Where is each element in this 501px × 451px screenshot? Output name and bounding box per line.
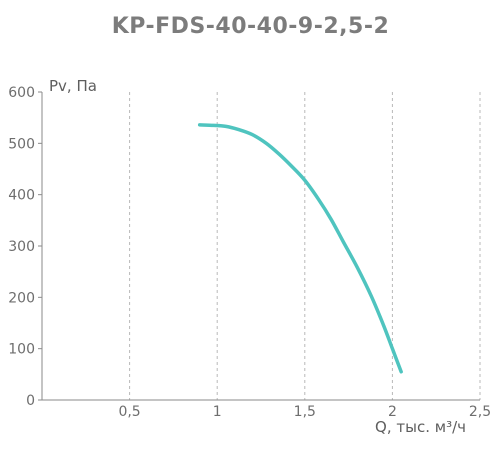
y-tick-label: 200 <box>8 290 35 306</box>
y-tick-label: 300 <box>8 239 35 255</box>
series-line <box>197 123 403 374</box>
x-tick-label: 2 <box>388 404 397 420</box>
y-tick-label: 600 <box>8 85 35 101</box>
tick-labels: 0,5 1 1,5 2 2,5 0 100 200 300 400 500 600 <box>8 85 491 420</box>
x-tick-label: 0,5 <box>118 404 140 420</box>
y-tick-label: 400 <box>8 188 35 204</box>
chart-title: KP-FDS-40-40-9-2,5-2 <box>111 14 390 39</box>
y-tick-label: 0 <box>26 393 35 409</box>
x-tick-label: 1 <box>213 404 222 420</box>
grid <box>129 92 481 400</box>
x-tick-label: 1,5 <box>294 404 316 420</box>
x-axis-label: Q, тыс. м³/ч <box>375 418 466 436</box>
x-tick-label: 2,5 <box>469 404 491 420</box>
series <box>197 123 403 374</box>
y-tick-label: 500 <box>8 136 35 152</box>
y-tick-label: 100 <box>8 342 35 358</box>
y-axis-label: Pv, Па <box>49 77 97 95</box>
